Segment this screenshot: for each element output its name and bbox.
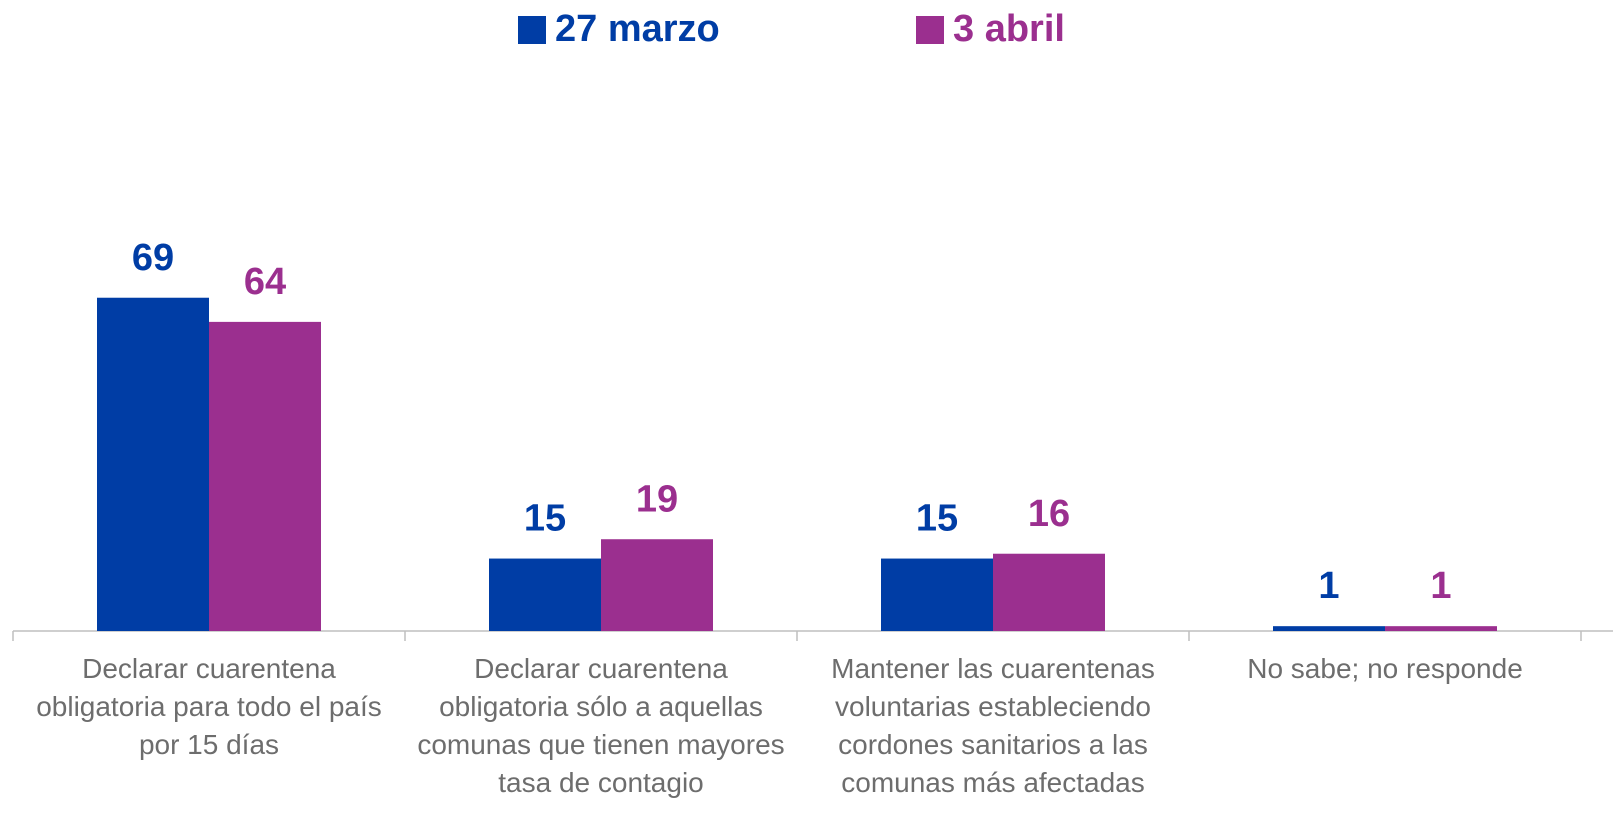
bar [489, 558, 601, 631]
bar [993, 553, 1105, 631]
legend-label: 27 marzo [555, 8, 720, 50]
value-label: 15 [524, 498, 566, 540]
value-label: 15 [916, 498, 958, 540]
legend-label: 3 abril [953, 8, 1065, 50]
bar [209, 321, 321, 631]
value-label: 1 [1430, 565, 1451, 607]
bar [881, 558, 993, 631]
value-label: 19 [636, 478, 678, 520]
value-label: 1 [1318, 565, 1339, 607]
x-tick-label: No sabe; no responde [1247, 653, 1523, 684]
value-label: 69 [132, 237, 174, 279]
legend-swatch [916, 16, 944, 44]
x-tick-label: Declarar cuarentena obligatoria sólo a a… [417, 653, 785, 798]
x-tick-label: Mantener las cuarentenas voluntarias est… [831, 653, 1155, 798]
value-label: 16 [1028, 493, 1070, 535]
bar [1273, 626, 1385, 631]
legend-swatch [518, 16, 546, 44]
bar [1385, 626, 1497, 631]
bar [601, 539, 713, 631]
value-label: 64 [244, 261, 286, 303]
bar [97, 297, 209, 631]
x-tick-label: Declarar cuarentena obligatoria para tod… [36, 653, 382, 760]
